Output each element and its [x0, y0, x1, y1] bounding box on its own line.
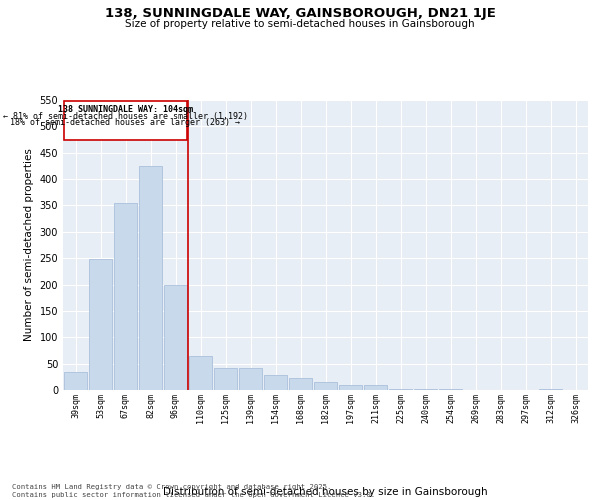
Bar [314, 382, 337, 390]
Text: 18% of semi-detached houses are larger (263) →: 18% of semi-detached houses are larger (… [11, 118, 241, 127]
Bar [364, 384, 387, 390]
Text: Size of property relative to semi-detached houses in Gainsborough: Size of property relative to semi-detach… [125, 19, 475, 29]
X-axis label: Distribution of semi-detached houses by size in Gainsborough: Distribution of semi-detached houses by … [163, 486, 488, 496]
Bar [64, 372, 87, 390]
Text: ← 81% of semi-detached houses are smaller (1,192): ← 81% of semi-detached houses are smalle… [3, 112, 248, 120]
Bar [239, 368, 262, 390]
Text: 138 SUNNINGDALE WAY: 104sqm: 138 SUNNINGDALE WAY: 104sqm [58, 104, 193, 114]
Bar [289, 378, 312, 390]
Y-axis label: Number of semi-detached properties: Number of semi-detached properties [24, 148, 34, 342]
Text: 138, SUNNINGDALE WAY, GAINSBOROUGH, DN21 1JE: 138, SUNNINGDALE WAY, GAINSBOROUGH, DN21… [104, 8, 496, 20]
Bar [264, 375, 287, 390]
Bar [339, 384, 362, 390]
Bar [139, 166, 162, 390]
Bar [189, 356, 212, 390]
Text: Contains HM Land Registry data © Crown copyright and database right 2025.
Contai: Contains HM Land Registry data © Crown c… [12, 484, 375, 498]
Bar [164, 284, 187, 390]
Bar [89, 259, 112, 390]
Bar [389, 389, 412, 390]
Bar [214, 368, 237, 390]
FancyBboxPatch shape [64, 101, 187, 140]
Bar [114, 203, 137, 390]
